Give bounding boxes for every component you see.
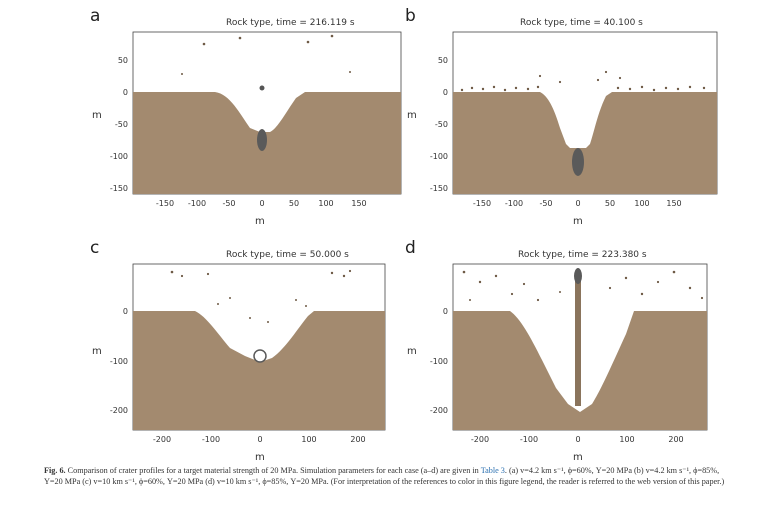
y-tick-label: 50 — [118, 56, 128, 65]
panel-a-letter: a — [90, 6, 101, 26]
y-tick-label: -50 — [435, 120, 448, 129]
crater-core — [257, 129, 267, 151]
x-tick-label: 50 — [289, 199, 299, 208]
ejecta-particle — [202, 42, 206, 46]
crater-core — [253, 349, 267, 363]
ejecta-debris — [462, 270, 704, 302]
panel-b-letter: b — [405, 6, 416, 26]
x-tick-label: -200 — [153, 435, 171, 444]
y-tick-label: -100 — [110, 357, 128, 366]
caption-text-part2: . (a) v=4.2 km s⁻¹, ϕ=60%, Y=20 MPa (b) … — [44, 466, 725, 486]
panel-a-plot: 50 0 -50 -100 -150 -150 -100 -50 0 50 10… — [110, 31, 402, 208]
crater-core — [574, 268, 582, 284]
surface-debris — [460, 70, 706, 92]
y-tick-label: -150 — [110, 184, 128, 193]
panel-c-ylabel: m — [92, 346, 102, 357]
ground-terrain — [133, 311, 385, 430]
x-tick-label: -100 — [505, 199, 523, 208]
panel-b-title: Rock type, time = 40.100 s — [520, 18, 643, 28]
y-tick-label: -100 — [430, 152, 448, 161]
y-ticks: 0 -100 -200 — [430, 307, 448, 415]
x-tick-label: -50 — [539, 199, 552, 208]
ground-terrain — [133, 92, 401, 194]
y-tick-label: -200 — [430, 406, 448, 415]
ejecta-particle — [306, 40, 310, 44]
panel-d-xlabel: m — [573, 452, 583, 463]
x-tick-label: -100 — [202, 435, 220, 444]
y-tick-label: 0 — [443, 88, 448, 97]
ejecta-particle — [238, 36, 242, 40]
panel-a-title: Rock type, time = 216.119 s — [226, 18, 355, 28]
y-tick-label: 0 — [443, 307, 448, 316]
x-ticks: -150 -100 -50 0 50 100 150 — [473, 199, 682, 208]
x-tick-label: 100 — [634, 199, 649, 208]
panel-c-xlabel: m — [255, 452, 265, 463]
panel-b-plot: 50 0 -50 -100 -150 -150 -100 -50 0 50 10… — [430, 31, 718, 208]
y-tick-label: -200 — [110, 406, 128, 415]
ejecta-particle — [349, 71, 351, 73]
panel-c-letter: c — [90, 238, 100, 258]
y-tick-label: -150 — [430, 184, 448, 193]
x-tick-label: -200 — [471, 435, 489, 444]
panel-a-ylabel: m — [92, 110, 102, 121]
x-tick-label: 100 — [318, 199, 333, 208]
x-tick-label: 0 — [575, 199, 580, 208]
x-tick-label: -50 — [222, 199, 235, 208]
x-tick-label: 100 — [619, 435, 634, 444]
y-tick-label: 50 — [438, 56, 448, 65]
ejecta-debris — [170, 269, 352, 323]
y-tick-label: 0 — [123, 88, 128, 97]
x-ticks: -200 -100 0 100 200 — [471, 435, 684, 444]
y-ticks: 0 -100 -200 — [110, 307, 128, 415]
x-tick-label: 0 — [259, 199, 264, 208]
ground-terrain — [453, 311, 707, 430]
x-tick-label: -150 — [473, 199, 491, 208]
ejecta-particle — [181, 73, 183, 75]
x-tick-label: 50 — [605, 199, 615, 208]
panel-d-ylabel: m — [407, 346, 417, 357]
panel-b-ylabel: m — [407, 110, 417, 121]
crater-core — [572, 148, 584, 176]
panel-c-plot: 0 -100 -200 -200 -100 0 100 200 — [110, 263, 386, 444]
x-ticks: -150 -100 -50 0 50 100 150 — [156, 199, 367, 208]
ejecta-particle — [259, 85, 265, 91]
x-tick-label: 200 — [668, 435, 683, 444]
x-tick-label: 200 — [350, 435, 365, 444]
y-ticks: 50 0 -50 -100 -150 — [110, 56, 128, 193]
panel-d-letter: d — [405, 238, 416, 258]
x-tick-label: 150 — [666, 199, 681, 208]
panel-d-plot: 0 -100 -200 -200 -100 0 100 200 — [430, 263, 708, 444]
panel-d-title: Rock type, time = 223.380 s — [518, 250, 647, 260]
panel-b-xlabel: m — [573, 216, 583, 227]
ejecta-particle — [330, 34, 334, 38]
x-tick-label: 100 — [301, 435, 316, 444]
y-tick-label: -100 — [110, 152, 128, 161]
table-reference-link[interactable]: Table 3 — [480, 466, 505, 475]
x-tick-label: 0 — [257, 435, 262, 444]
ground-terrain — [453, 92, 717, 194]
y-ticks: 50 0 -50 -100 -150 — [430, 56, 448, 193]
panel-a-xlabel: m — [255, 216, 265, 227]
y-tick-label: -50 — [115, 120, 128, 129]
figure-caption: Fig. 6. Comparison of crater profiles fo… — [44, 466, 734, 487]
y-tick-label: 0 — [123, 307, 128, 316]
central-jet — [575, 272, 581, 406]
caption-text-part1: Comparison of crater profiles for a targ… — [67, 466, 481, 475]
x-tick-label: 0 — [575, 435, 580, 444]
x-tick-label: -100 — [520, 435, 538, 444]
y-tick-label: -100 — [430, 357, 448, 366]
x-tick-label: 150 — [351, 199, 366, 208]
panel-c-title: Rock type, time = 50.000 s — [226, 250, 349, 260]
x-ticks: -200 -100 0 100 200 — [153, 435, 366, 444]
x-tick-label: -100 — [188, 199, 206, 208]
figure-label: Fig. 6. — [44, 466, 66, 475]
x-tick-label: -150 — [156, 199, 174, 208]
